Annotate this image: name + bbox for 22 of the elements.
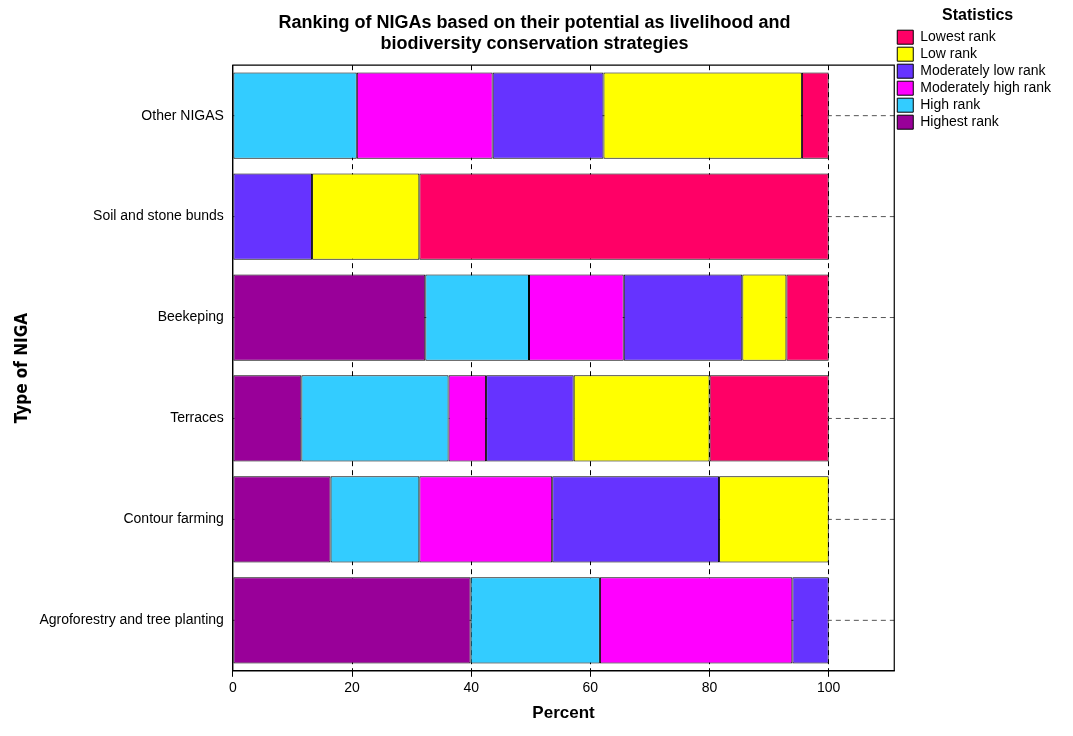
- legend-label: Highest rank: [920, 113, 1000, 130]
- legend-label: Moderately high rank: [920, 79, 1052, 96]
- legend-label: Lowest rank: [920, 28, 997, 45]
- y-tick-label: Contour farming: [123, 510, 224, 527]
- x-tick-label: 80: [701, 679, 718, 696]
- x-tick-label: 0: [228, 679, 237, 696]
- legend-label: Moderately low rank: [920, 62, 1047, 79]
- y-axis-title: Type of NIGA: [10, 312, 31, 424]
- x-tick-label: 100: [817, 679, 841, 696]
- legend-label: Low rank: [920, 45, 979, 62]
- y-tick-label: Other NIGAS: [141, 106, 224, 123]
- chart-title: Ranking of NIGAs based on their potential as livelihood and biodiversity conservation strategies: [278, 11, 791, 54]
- x-tick-label: 60: [582, 679, 599, 696]
- legend-label: High rank: [920, 96, 982, 113]
- legend-title: Statistics: [942, 6, 1014, 24]
- x-tick-label: 40: [463, 679, 480, 696]
- x-axis-title: Percent: [532, 703, 596, 723]
- y-tick-label: Terraces: [170, 409, 224, 426]
- y-tick-label: Soil and stone bunds: [93, 207, 224, 224]
- x-tick-label: 20: [344, 679, 361, 696]
- y-tick-label: Beekeping: [157, 308, 224, 325]
- y-tick-label: Agroforestry and tree planting: [39, 611, 224, 628]
